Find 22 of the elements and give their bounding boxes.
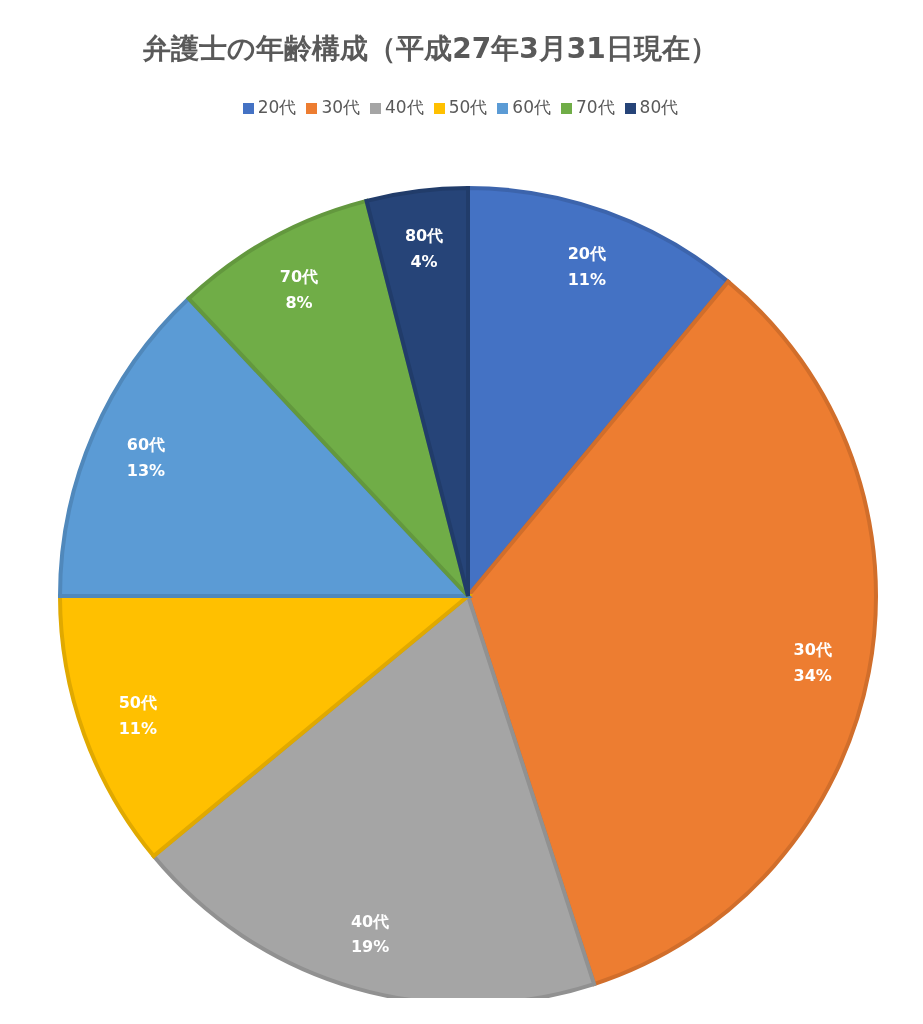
slice-label: 40代 (350, 911, 390, 931)
data-label: 11% (567, 270, 606, 290)
slice-label: 50代 (118, 693, 157, 713)
slice-label: 20代 (567, 244, 606, 264)
data-label: 8% (285, 292, 313, 312)
slice-label: 60代 (126, 435, 166, 455)
chart-title: 弁護士の年齢構成（平成27年3月31日現在） (142, 31, 719, 67)
slice-label: 30代 (793, 640, 832, 660)
legend-label: 80代 (639, 97, 679, 117)
legend-label: 40代 (385, 97, 424, 117)
legend-label: 70代 (575, 97, 615, 117)
legend-label: 20代 (257, 97, 297, 117)
legend-label: 60代 (512, 97, 551, 117)
data-label: 11% (118, 719, 158, 739)
data-label: 19% (350, 937, 390, 957)
legend-label: 50代 (448, 97, 488, 117)
slice-label: 80代 (404, 226, 444, 246)
data-label: 4% (410, 252, 438, 272)
legend-label: 30代 (321, 97, 361, 117)
slice-label: 70代 (279, 267, 319, 287)
data-label: 34% (793, 665, 832, 685)
data-label: 13% (126, 460, 166, 480)
